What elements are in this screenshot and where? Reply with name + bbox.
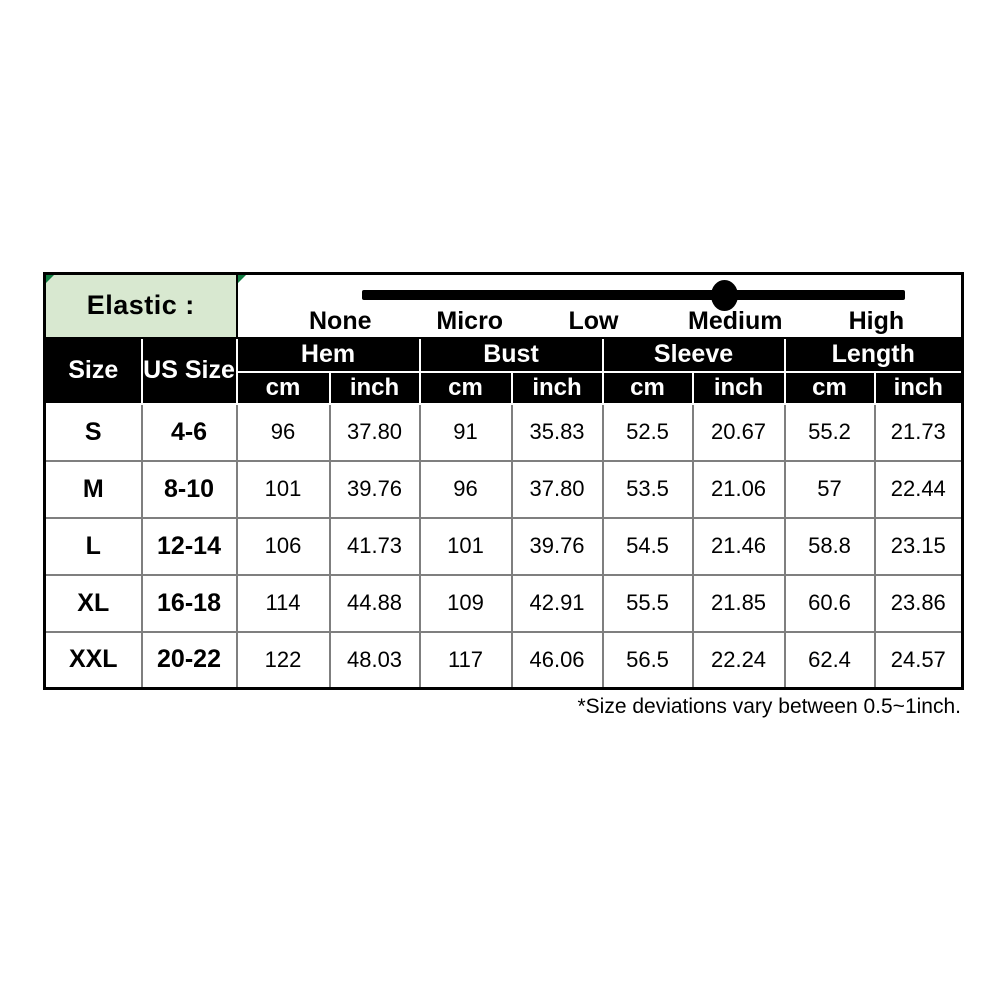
hem-inch-cell: 48.03: [328, 630, 421, 690]
elastic-level-high: High: [848, 306, 905, 335]
elastic-level-none: None: [309, 306, 372, 335]
col-group-length: Length: [783, 336, 964, 373]
unit-hem-cm: cm: [235, 370, 331, 405]
size-table: Elastic : None Micro Low Medium High Siz…: [43, 272, 965, 690]
length-inch-cell: 23.15: [873, 516, 964, 576]
header-group-row: Size US Size Hem Bust Sleeve Length: [43, 336, 964, 405]
sleeve-cm-cell: 54.5: [601, 516, 694, 576]
length-cm-cell: 62.4: [783, 630, 876, 690]
elastic-level-micro: Micro: [436, 306, 504, 335]
length-inch-cell: 24.57: [873, 630, 964, 690]
table-row-l: L 12-14 106 41.73 101 39.76 54.5 21.46 5…: [43, 516, 964, 576]
hem-inch-cell: 39.76: [328, 459, 421, 519]
green-corner-marker-icon: [46, 275, 54, 283]
size-cell: L: [43, 516, 143, 576]
sleeve-inch-cell: 22.24: [691, 630, 786, 690]
bust-inch-cell: 42.91: [510, 573, 604, 633]
bust-inch-cell: 37.80: [510, 459, 604, 519]
hem-inch-cell: 44.88: [328, 573, 421, 633]
sleeve-cm-cell: 52.5: [601, 402, 694, 462]
us-size-cell: 16-18: [140, 573, 238, 633]
size-chart: Elastic : None Micro Low Medium High Siz…: [43, 272, 965, 719]
unit-length-cm: cm: [783, 370, 876, 405]
table-row-xxl: XXL 20-22 122 48.03 117 46.06 56.5 22.24…: [43, 630, 964, 690]
col-group-bust: Bust: [418, 336, 604, 373]
elastic-row: Elastic : None Micro Low Medium High: [43, 272, 964, 339]
sleeve-inch-cell: 21.46: [691, 516, 786, 576]
sleeve-inch-cell: 20.67: [691, 402, 786, 462]
col-header-size: Size: [43, 336, 143, 405]
sleeve-cm-cell: 53.5: [601, 459, 694, 519]
elastic-slider-track: [361, 290, 905, 300]
hem-inch-cell: 37.80: [328, 402, 421, 462]
unit-hem-inch: inch: [328, 370, 421, 405]
hem-inch-cell: 41.73: [328, 516, 421, 576]
hem-cm-cell: 101: [235, 459, 331, 519]
bust-cm-cell: 96: [418, 459, 513, 519]
col-group-sleeve: Sleeve: [601, 336, 786, 373]
hem-cm-cell: 122: [235, 630, 331, 690]
elastic-slider-thumb-icon: [710, 280, 738, 311]
elastic-label: Elastic :: [86, 290, 195, 321]
size-cell: S: [43, 402, 143, 462]
table-row-s: S 4-6 96 37.80 91 35.83 52.5 20.67 55.2 …: [43, 402, 964, 462]
length-inch-cell: 23.86: [873, 573, 964, 633]
elastic-scale-cell: None Micro Low Medium High: [235, 272, 964, 339]
unit-sleeve-inch: inch: [691, 370, 786, 405]
sleeve-inch-cell: 21.85: [691, 573, 786, 633]
length-cm-cell: 55.2: [783, 402, 876, 462]
bust-cm-cell: 101: [418, 516, 513, 576]
sleeve-cm-cell: 55.5: [601, 573, 694, 633]
unit-sleeve-cm: cm: [601, 370, 694, 405]
hem-cm-cell: 106: [235, 516, 331, 576]
hem-cm-cell: 96: [235, 402, 331, 462]
bust-inch-cell: 35.83: [510, 402, 604, 462]
sleeve-cm-cell: 56.5: [601, 630, 694, 690]
us-size-cell: 12-14: [140, 516, 238, 576]
sleeve-inch-cell: 21.06: [691, 459, 786, 519]
length-cm-cell: 60.6: [783, 573, 876, 633]
us-size-cell: 20-22: [140, 630, 238, 690]
length-cm-cell: 57: [783, 459, 876, 519]
col-group-hem: Hem: [235, 336, 421, 373]
green-corner-marker-icon: [237, 275, 246, 283]
elastic-level-low: Low: [568, 306, 619, 335]
unit-bust-inch: inch: [510, 370, 604, 405]
us-size-cell: 4-6: [140, 402, 238, 462]
bust-cm-cell: 109: [418, 573, 513, 633]
hem-cm-cell: 114: [235, 573, 331, 633]
size-cell: M: [43, 459, 143, 519]
table-row-xl: XL 16-18 114 44.88 109 42.91 55.5 21.85 …: [43, 573, 964, 633]
table-row-m: M 8-10 101 39.76 96 37.80 53.5 21.06 57 …: [43, 459, 964, 519]
length-cm-cell: 58.8: [783, 516, 876, 576]
header-units-row: cm inch cm inch cm inch cm inch: [45, 370, 964, 405]
bust-inch-cell: 46.06: [510, 630, 604, 690]
us-size-cell: 8-10: [140, 459, 238, 519]
unit-bust-cm: cm: [418, 370, 513, 405]
size-deviation-note: *Size deviations vary between 0.5~1inch.: [577, 695, 962, 718]
bust-cm-cell: 117: [418, 630, 513, 690]
size-cell: XXL: [43, 630, 143, 690]
elastic-label-cell: Elastic :: [43, 272, 238, 339]
bust-inch-cell: 39.76: [510, 516, 604, 576]
length-inch-cell: 21.73: [873, 402, 964, 462]
length-inch-cell: 22.44: [873, 459, 964, 519]
col-header-us-size: US Size: [140, 336, 238, 405]
bust-cm-cell: 91: [418, 402, 513, 462]
elastic-level-medium: Medium: [688, 306, 783, 335]
unit-length-inch: inch: [873, 370, 964, 405]
size-cell: XL: [43, 573, 143, 633]
